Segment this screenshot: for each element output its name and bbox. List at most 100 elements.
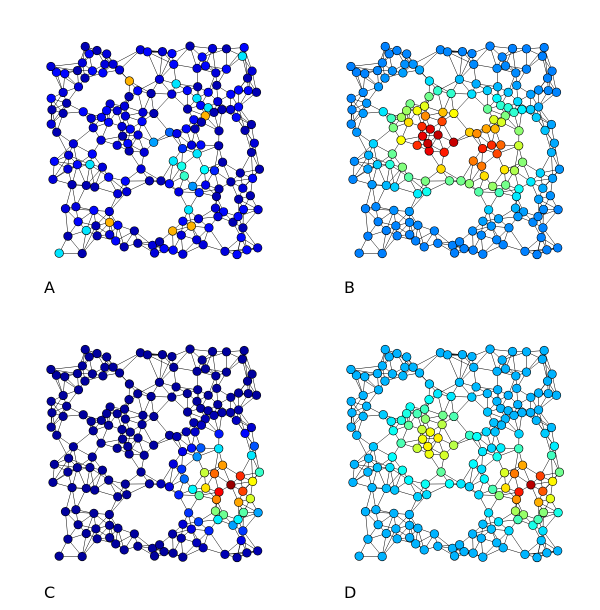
node xyxy=(172,128,182,139)
node xyxy=(149,248,160,258)
node xyxy=(464,482,474,492)
node xyxy=(509,107,519,118)
node xyxy=(90,485,100,495)
node xyxy=(211,68,221,78)
node xyxy=(89,205,99,215)
node xyxy=(396,438,406,448)
node xyxy=(220,246,230,256)
node xyxy=(104,206,114,217)
node xyxy=(192,63,202,73)
node xyxy=(456,176,466,186)
node xyxy=(149,108,159,119)
node xyxy=(391,524,401,534)
edge xyxy=(52,155,69,180)
node xyxy=(226,177,236,187)
node xyxy=(87,452,97,462)
node xyxy=(119,242,129,252)
edge xyxy=(508,530,526,555)
node xyxy=(535,471,545,481)
node xyxy=(397,162,408,172)
edge xyxy=(81,528,97,557)
node xyxy=(424,449,434,459)
node xyxy=(492,366,502,376)
node xyxy=(388,123,398,133)
node xyxy=(104,509,114,520)
node xyxy=(176,230,186,240)
node xyxy=(247,173,258,183)
node xyxy=(171,79,181,89)
node xyxy=(245,191,255,201)
node xyxy=(545,494,555,504)
node xyxy=(386,416,396,426)
node xyxy=(551,390,562,400)
node xyxy=(482,104,493,114)
node xyxy=(63,164,73,174)
node xyxy=(100,59,110,69)
panel xyxy=(46,344,265,563)
node xyxy=(457,47,468,57)
node xyxy=(81,528,91,539)
edge xyxy=(159,356,173,383)
node xyxy=(247,369,257,379)
node xyxy=(477,143,488,154)
node xyxy=(471,79,481,89)
node xyxy=(214,444,224,454)
node xyxy=(167,48,177,59)
node xyxy=(402,352,412,362)
node xyxy=(433,130,443,140)
node xyxy=(63,534,73,544)
node xyxy=(85,462,95,473)
edge xyxy=(447,51,460,80)
node xyxy=(496,140,506,150)
node xyxy=(492,63,502,73)
node xyxy=(49,459,59,469)
node xyxy=(240,428,250,438)
node xyxy=(456,479,466,489)
node xyxy=(364,453,374,463)
node xyxy=(449,440,459,450)
edge xyxy=(119,49,141,71)
node xyxy=(91,221,101,231)
node xyxy=(77,58,87,68)
node xyxy=(243,388,253,399)
node xyxy=(200,364,211,374)
node xyxy=(168,529,178,539)
node xyxy=(417,131,428,141)
node xyxy=(98,371,108,381)
edge xyxy=(419,49,441,71)
node xyxy=(371,202,381,212)
node xyxy=(189,418,199,428)
node xyxy=(417,424,427,435)
node xyxy=(367,179,377,190)
node xyxy=(397,465,408,475)
node xyxy=(80,344,90,355)
node xyxy=(540,125,550,135)
node xyxy=(71,202,81,212)
node xyxy=(233,211,243,222)
node xyxy=(500,364,511,374)
node xyxy=(111,236,121,246)
node xyxy=(88,123,98,133)
node xyxy=(119,404,130,414)
node xyxy=(425,427,435,437)
node xyxy=(404,509,414,520)
node xyxy=(213,515,223,525)
node xyxy=(62,98,72,108)
node xyxy=(177,446,188,457)
node xyxy=(133,389,143,399)
node xyxy=(484,205,494,215)
node xyxy=(63,467,73,477)
node xyxy=(424,76,435,86)
node xyxy=(124,91,134,102)
node xyxy=(192,538,202,548)
edge xyxy=(50,365,83,370)
node xyxy=(384,352,394,362)
edge xyxy=(208,227,226,252)
node xyxy=(386,113,396,123)
node xyxy=(449,411,459,422)
node xyxy=(449,551,460,561)
node xyxy=(549,441,559,451)
node xyxy=(238,204,249,215)
node xyxy=(472,128,482,139)
